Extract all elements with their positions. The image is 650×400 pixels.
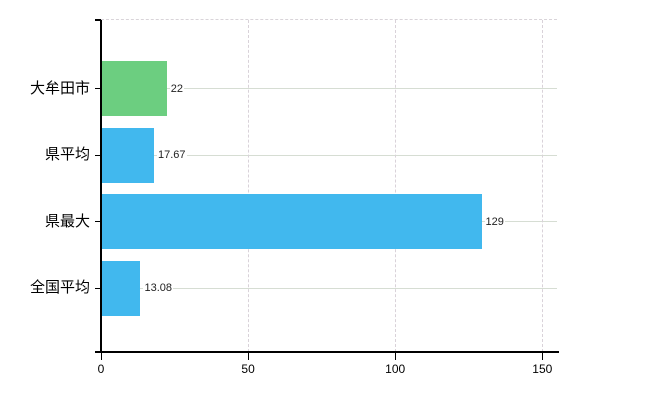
bar-value-label: 13.08 xyxy=(143,281,173,295)
bar-value-label: 22 xyxy=(169,81,184,96)
bar xyxy=(102,194,482,249)
y-axis-top-tick xyxy=(95,19,101,21)
x-tick xyxy=(542,352,544,360)
h-gridline xyxy=(101,154,557,156)
bar-value-label: 129 xyxy=(484,214,505,229)
category-label: 県平均 xyxy=(44,146,90,163)
x-tick xyxy=(395,352,397,360)
category-label: 全国平均 xyxy=(29,279,90,296)
x-tick-label: 50 xyxy=(241,362,255,376)
category-label: 県最大 xyxy=(44,212,90,230)
x-axis-line xyxy=(95,351,559,353)
bar xyxy=(102,260,141,316)
h-gridline xyxy=(101,287,557,289)
category-tick xyxy=(95,287,101,289)
x-tick-label: 0 xyxy=(97,362,105,376)
category-tick xyxy=(95,221,101,222)
v-gridline xyxy=(542,20,544,352)
x-tick xyxy=(101,352,102,360)
plot-top-border xyxy=(101,19,557,20)
bar xyxy=(102,127,154,183)
x-tick-label: 100 xyxy=(385,362,406,376)
bar-value-label: 17.67 xyxy=(156,148,187,162)
bar xyxy=(102,61,167,116)
v-gridline xyxy=(395,20,397,352)
h-gridline xyxy=(101,88,557,89)
category-tick xyxy=(95,88,101,89)
category-label: 大牟田市 xyxy=(29,79,90,97)
x-tick xyxy=(248,352,250,360)
v-gridline xyxy=(248,20,250,352)
y-axis-line xyxy=(100,20,102,352)
category-tick xyxy=(95,154,101,156)
x-tick-label: 150 xyxy=(532,362,553,376)
